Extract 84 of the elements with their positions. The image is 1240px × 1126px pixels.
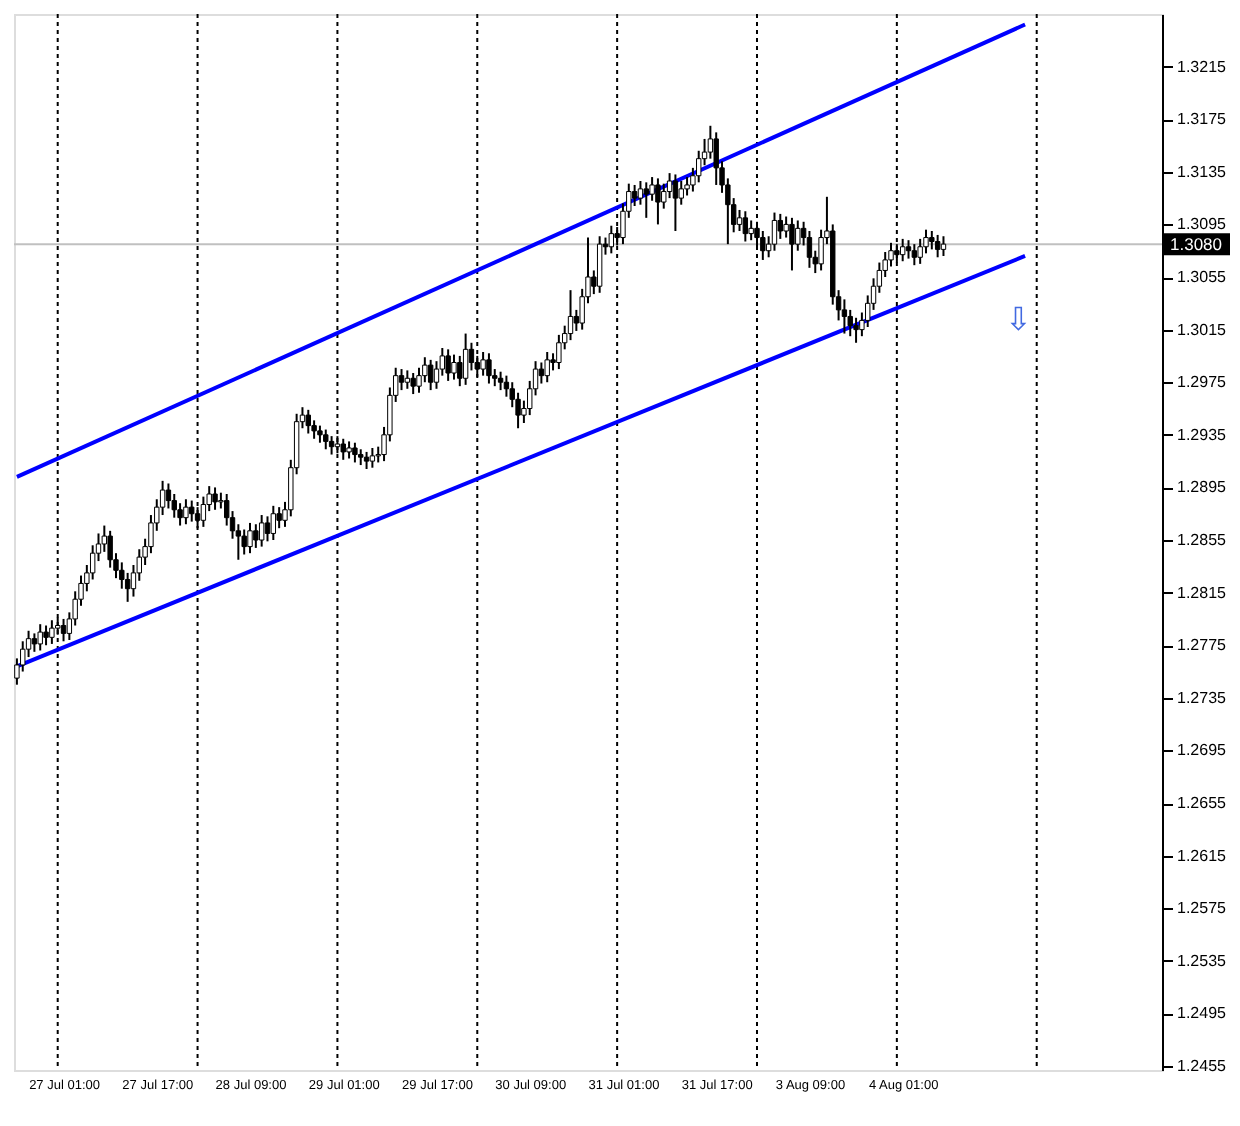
candlestick	[189, 499, 195, 523]
candlestick	[427, 358, 434, 392]
candlestick	[270, 504, 277, 542]
y-tick-label: 1.2775	[1177, 636, 1228, 655]
y-tick-label: 1.2735	[1177, 688, 1228, 707]
y-tick-label: 1.3215	[1177, 57, 1228, 76]
candlestick	[323, 428, 329, 451]
candlestick	[101, 524, 108, 553]
candlestick	[451, 353, 457, 381]
y-tick-label: 1.2495	[1177, 1004, 1228, 1023]
y-tick-label: 1.2895	[1177, 478, 1228, 497]
y-tick-label: 1.2695	[1177, 741, 1228, 760]
candlestick	[783, 215, 789, 239]
candlestick	[43, 624, 49, 647]
candlestick	[264, 515, 271, 543]
y-tick-label: 1.2815	[1177, 583, 1228, 602]
candlestick	[177, 502, 183, 527]
candlestick	[241, 528, 247, 556]
candlestick	[940, 235, 947, 257]
candlestick	[911, 243, 918, 267]
y-tick-label: 1.2935	[1177, 425, 1228, 444]
candlestick	[60, 617, 67, 643]
candlestick	[806, 229, 813, 269]
candlestick	[49, 619, 55, 645]
y-tick-label: 1.3095	[1177, 215, 1228, 234]
candlestick	[486, 352, 492, 385]
candlestick	[917, 237, 923, 265]
candlestick	[789, 216, 795, 272]
candlestick	[771, 211, 778, 252]
candlestick	[655, 177, 661, 226]
candlestick	[305, 408, 311, 435]
candlestick	[777, 212, 783, 240]
y-tick-label: 1.3135	[1177, 162, 1228, 181]
candlestick	[457, 354, 463, 388]
y-tick-label: 1.2855	[1177, 531, 1228, 550]
candlestick	[643, 181, 649, 219]
candlestick	[795, 219, 801, 252]
candlestick	[567, 289, 574, 342]
candlestick	[340, 437, 346, 461]
candlestick	[183, 498, 189, 526]
candlestick	[544, 350, 550, 384]
candlestick	[742, 210, 749, 243]
candlestick	[905, 239, 912, 260]
candlestick	[934, 233, 941, 259]
candlestick	[165, 482, 172, 510]
candlestick	[352, 441, 358, 464]
candlestick	[31, 632, 38, 653]
candlestick	[713, 131, 719, 186]
y-tick-label: 1.2615	[1177, 846, 1228, 865]
candlestick	[748, 219, 754, 242]
candlestick	[410, 372, 416, 396]
y-tick-label: 1.3055	[1177, 268, 1228, 287]
y-tick-label: 1.3175	[1177, 110, 1228, 129]
candlestick	[678, 180, 684, 206]
y-tick-label: 1.3015	[1177, 320, 1228, 339]
candlestick	[212, 486, 218, 511]
candlestick	[369, 446, 376, 469]
candlestick	[37, 623, 43, 652]
candlestick	[497, 370, 504, 392]
candlestick	[556, 333, 562, 371]
candlestick	[853, 316, 859, 344]
y-tick-label: 1.2975	[1177, 373, 1228, 392]
candlestick	[631, 183, 638, 207]
candlestick	[247, 521, 253, 555]
y-tick-label: 1.2655	[1177, 794, 1228, 813]
candlestick	[462, 332, 469, 386]
candlestick	[899, 237, 906, 263]
candlestick	[596, 235, 603, 294]
candlestick	[258, 514, 265, 548]
candlestick	[480, 350, 486, 377]
candlestick	[684, 176, 690, 197]
candlestick	[445, 348, 451, 382]
candlestick	[404, 369, 411, 390]
annotation: ⇩	[1005, 300, 1032, 339]
y-tick-label: 1.2575	[1177, 899, 1228, 918]
candlestick	[276, 506, 282, 530]
ref-line-label: 1.3080	[1170, 234, 1223, 255]
candlestick	[253, 523, 259, 549]
candlestick	[672, 173, 679, 232]
y-tick-label: 1.2535	[1177, 951, 1228, 970]
candlestick	[929, 229, 935, 251]
candlestick	[841, 298, 848, 335]
y-tick-label: 1.2455	[1177, 1057, 1228, 1076]
candlestick	[398, 368, 405, 392]
